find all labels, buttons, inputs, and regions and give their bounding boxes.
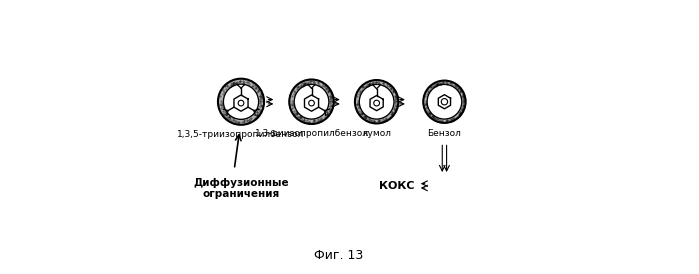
Circle shape	[427, 84, 462, 119]
Text: Бензол: Бензол	[428, 129, 461, 138]
Text: Диффузионные
ограничения: Диффузионные ограничения	[193, 178, 289, 199]
Circle shape	[424, 81, 466, 123]
Circle shape	[374, 100, 380, 106]
Text: 1,3,5-триизопропилбензол: 1,3,5-триизопропилбензол	[178, 130, 305, 139]
Text: 1,3-диизопропилбензол: 1,3-диизопропилбензол	[254, 129, 368, 138]
Circle shape	[441, 99, 447, 105]
Text: кумол: кумол	[362, 129, 391, 138]
Circle shape	[359, 84, 394, 119]
Circle shape	[355, 80, 398, 124]
Circle shape	[289, 79, 333, 124]
Circle shape	[218, 79, 264, 125]
Circle shape	[309, 100, 315, 106]
Circle shape	[294, 84, 329, 119]
Text: КОКС: КОКС	[380, 181, 415, 191]
Circle shape	[238, 100, 244, 106]
Circle shape	[224, 84, 259, 119]
Text: Фиг. 13: Фиг. 13	[314, 249, 363, 262]
